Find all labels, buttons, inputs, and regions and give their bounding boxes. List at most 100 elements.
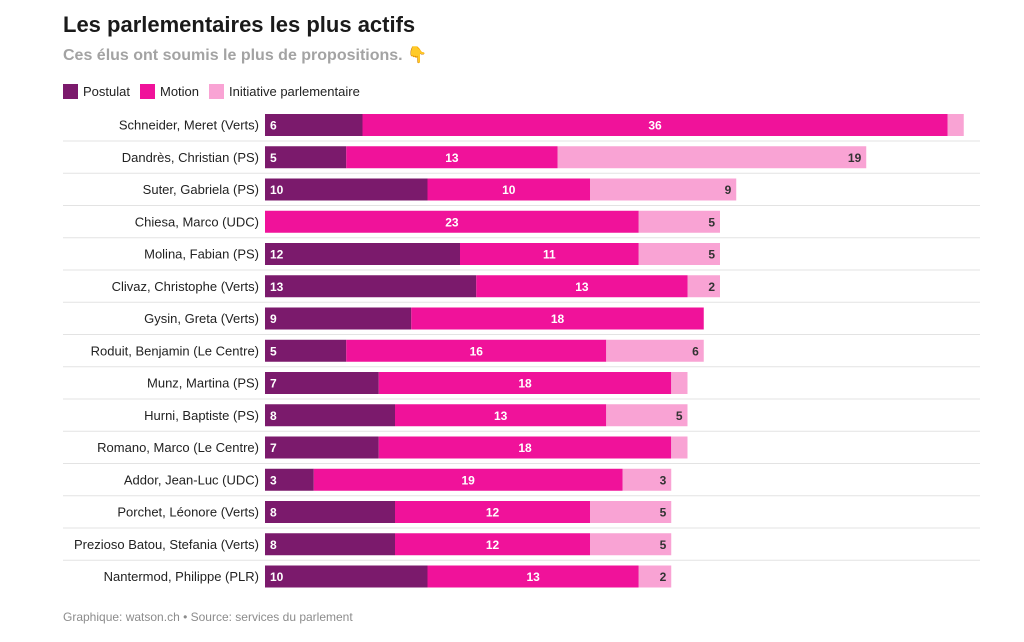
bar-segment-motion — [346, 146, 558, 169]
legend-label-motion: Motion — [159, 84, 200, 99]
bar-segment-initiative-parlementaire — [638, 210, 720, 233]
bar-segment-motion — [476, 275, 688, 298]
bar-segment-initiative-parlementaire — [590, 501, 672, 523]
data-label: 6 — [270, 119, 277, 133]
legend-item-postulat: Postulat — [63, 84, 130, 99]
legend-label-initiative: Initiative parlementaire — [229, 84, 360, 99]
legend-item-initiative: Initiative parlementaire — [209, 84, 360, 99]
data-label: 5 — [660, 506, 667, 520]
data-label: 18 — [518, 377, 532, 391]
category-label: Munz, Martina (PS) — [147, 376, 259, 391]
bar-segment-initiative-parlementaire — [638, 565, 672, 588]
bar-segment-postulat — [265, 468, 314, 491]
bar-segment-motion — [395, 404, 607, 427]
data-label: 10 — [502, 183, 516, 197]
data-label: 2 — [708, 280, 715, 294]
bar-segment-motion — [427, 178, 590, 201]
data-label: 8 — [270, 409, 277, 423]
bar-segment-motion — [265, 210, 639, 233]
data-label: 13 — [575, 280, 589, 294]
category-label: Clivaz, Christophe (Verts) — [112, 279, 259, 294]
data-label: 10 — [270, 183, 284, 197]
data-label: 16 — [470, 344, 484, 358]
bar-segment-initiative-parlementaire — [557, 146, 867, 169]
bar-segment-motion — [346, 339, 607, 362]
category-label: Roduit, Benjamin (Le Centre) — [91, 343, 259, 358]
data-label: 13 — [526, 570, 540, 584]
data-label: 36 — [648, 119, 662, 133]
legend-label-postulat: Postulat — [83, 84, 130, 99]
data-label: 3 — [270, 473, 277, 487]
data-label: 19 — [848, 151, 862, 165]
data-label: 5 — [708, 248, 715, 262]
bar-segment-postulat — [265, 436, 379, 459]
category-label: Romano, Marco (Le Centre) — [97, 440, 259, 455]
data-label: 9 — [725, 183, 732, 197]
bar-segment-postulat — [265, 275, 477, 298]
data-label: 18 — [551, 312, 565, 326]
data-label: 10 — [270, 570, 284, 584]
legend-swatch-initiative — [209, 84, 225, 99]
category-label: Hurni, Baptiste (PS) — [144, 408, 259, 423]
bar-segment-initiative-parlementaire — [638, 243, 720, 265]
data-label: 7 — [270, 377, 277, 391]
bar-segment-postulat — [265, 501, 395, 523]
bar-segment-postulat — [265, 372, 379, 394]
source-footer: Graphique: watson.ch • Source: services … — [63, 610, 353, 624]
data-label: 12 — [486, 538, 500, 552]
chart-title: Les parlementaires les plus actifs — [63, 12, 416, 37]
data-label: 13 — [270, 280, 284, 294]
data-label: 6 — [692, 344, 699, 358]
category-label: Porchet, Léonore (Verts) — [117, 505, 259, 520]
data-label: 13 — [494, 409, 508, 423]
data-label: 5 — [676, 409, 683, 423]
data-label: 8 — [270, 538, 277, 552]
bar-segment-postulat — [265, 404, 395, 427]
category-label: Gysin, Greta (Verts) — [144, 311, 259, 326]
bar-segment-motion — [395, 501, 590, 523]
category-label: Dandrès, Christian (PS) — [122, 150, 259, 165]
data-label: 5 — [660, 538, 667, 552]
data-label: 11 — [543, 248, 556, 262]
bar-segment-postulat — [265, 178, 428, 201]
data-label: 3 — [660, 473, 667, 487]
category-label: Nantermod, Philippe (PLR) — [104, 569, 259, 584]
bar-segment-initiative-parlementaire — [590, 178, 737, 201]
chart-subtitle: Ces élus ont soumis le plus de propositi… — [63, 47, 427, 64]
data-label: 12 — [486, 506, 500, 520]
bar-segment-initiative-parlementaire — [590, 533, 672, 556]
category-label: Suter, Gabriela (PS) — [143, 182, 259, 197]
bar-segment-postulat — [265, 307, 412, 330]
bar-segment-initiative-parlementaire — [687, 275, 720, 298]
bar-segment-motion — [411, 307, 704, 330]
bar-segment-motion — [395, 533, 590, 556]
bar-segment-motion — [460, 243, 639, 265]
data-label: 13 — [445, 151, 459, 165]
category-label: Prezioso Batou, Stefania (Verts) — [74, 537, 259, 552]
data-label: 18 — [518, 441, 532, 455]
bar-segment-initiative-parlementaire — [606, 339, 704, 362]
bar-segment-initiative-parlementaire — [671, 436, 688, 459]
data-label: 7 — [270, 441, 277, 455]
legend: Postulat Motion Initiative parlementaire — [63, 84, 370, 99]
category-label: Molina, Fabian (PS) — [144, 247, 259, 262]
bar-segment-motion — [378, 436, 672, 459]
data-label: 9 — [270, 312, 277, 326]
bar-segment-postulat — [265, 533, 395, 556]
data-label: 12 — [270, 248, 284, 262]
data-label: 5 — [708, 215, 715, 229]
bar-segment-initiative-parlementaire — [947, 114, 964, 136]
bar-segment-motion — [378, 372, 672, 394]
legend-swatch-motion — [139, 84, 155, 99]
data-label: 5 — [270, 344, 277, 358]
bar-segment-postulat — [265, 146, 347, 169]
data-label: 19 — [461, 473, 475, 487]
data-label: 8 — [270, 506, 277, 520]
category-label: Addor, Jean-Luc (UDC) — [124, 472, 259, 487]
data-label: 2 — [660, 570, 667, 584]
legend-item-motion: Motion — [139, 84, 200, 99]
category-label: Schneider, Meret (Verts) — [119, 118, 259, 133]
category-label: Chiesa, Marco (UDC) — [135, 214, 259, 229]
bar-segment-initiative-parlementaire — [671, 372, 688, 394]
bar-segment-postulat — [265, 565, 428, 588]
